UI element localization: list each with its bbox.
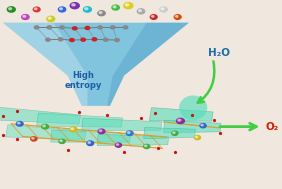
Circle shape: [172, 131, 178, 135]
Circle shape: [98, 11, 105, 16]
Circle shape: [23, 15, 26, 17]
Circle shape: [87, 141, 94, 146]
Circle shape: [7, 7, 15, 12]
Circle shape: [138, 10, 141, 12]
Circle shape: [127, 132, 130, 133]
Circle shape: [9, 8, 12, 10]
Circle shape: [31, 137, 37, 141]
Polygon shape: [144, 127, 195, 139]
Circle shape: [46, 38, 50, 41]
Ellipse shape: [179, 95, 207, 120]
Polygon shape: [3, 23, 87, 106]
Circle shape: [59, 139, 65, 143]
Circle shape: [174, 15, 181, 19]
Circle shape: [92, 38, 97, 41]
Circle shape: [58, 38, 63, 41]
Polygon shape: [82, 118, 162, 130]
Circle shape: [22, 15, 29, 19]
Circle shape: [72, 27, 77, 30]
Circle shape: [32, 138, 34, 139]
Circle shape: [201, 124, 203, 126]
Circle shape: [113, 6, 116, 8]
Text: O₂: O₂: [266, 122, 279, 132]
Circle shape: [125, 4, 129, 6]
Polygon shape: [107, 23, 189, 106]
Circle shape: [48, 17, 51, 19]
Circle shape: [85, 26, 90, 29]
Circle shape: [71, 128, 74, 130]
Text: H₂O: H₂O: [208, 48, 230, 58]
Polygon shape: [37, 113, 123, 127]
Circle shape: [58, 7, 66, 12]
Circle shape: [126, 131, 133, 136]
Circle shape: [195, 136, 198, 138]
Circle shape: [70, 127, 77, 132]
Circle shape: [99, 12, 102, 13]
Circle shape: [123, 26, 128, 29]
Polygon shape: [164, 121, 221, 133]
Polygon shape: [6, 125, 86, 140]
Circle shape: [112, 5, 119, 10]
Circle shape: [99, 130, 102, 132]
Circle shape: [145, 145, 147, 147]
Polygon shape: [149, 108, 213, 121]
Circle shape: [151, 15, 154, 17]
Text: High
entropy: High entropy: [65, 71, 102, 90]
Circle shape: [200, 124, 206, 128]
Circle shape: [60, 26, 64, 29]
Circle shape: [34, 26, 39, 29]
Circle shape: [47, 26, 52, 29]
Circle shape: [47, 16, 55, 22]
Circle shape: [98, 26, 102, 29]
Circle shape: [160, 7, 167, 12]
Circle shape: [88, 142, 91, 143]
Circle shape: [173, 132, 175, 133]
Circle shape: [161, 8, 164, 10]
Circle shape: [116, 144, 119, 145]
Circle shape: [150, 15, 157, 19]
Circle shape: [16, 122, 23, 126]
Polygon shape: [3, 23, 189, 106]
Circle shape: [42, 124, 49, 129]
Circle shape: [81, 38, 85, 41]
Circle shape: [17, 122, 20, 124]
Circle shape: [70, 3, 79, 9]
Circle shape: [85, 8, 88, 10]
Circle shape: [83, 7, 91, 12]
Circle shape: [70, 39, 74, 42]
Circle shape: [177, 118, 184, 124]
Polygon shape: [51, 130, 131, 142]
Circle shape: [60, 140, 62, 142]
Circle shape: [115, 143, 122, 147]
Circle shape: [178, 119, 181, 121]
Circle shape: [43, 125, 45, 127]
Circle shape: [137, 9, 145, 14]
Circle shape: [111, 26, 115, 29]
Circle shape: [194, 136, 201, 140]
Circle shape: [124, 3, 133, 9]
Circle shape: [98, 129, 105, 134]
Polygon shape: [0, 107, 81, 124]
Polygon shape: [97, 134, 168, 146]
Circle shape: [175, 15, 178, 17]
Circle shape: [72, 4, 75, 6]
Circle shape: [115, 39, 119, 42]
Circle shape: [33, 7, 40, 12]
Circle shape: [34, 8, 37, 10]
Circle shape: [144, 144, 150, 149]
Circle shape: [60, 8, 62, 10]
Circle shape: [103, 38, 108, 41]
